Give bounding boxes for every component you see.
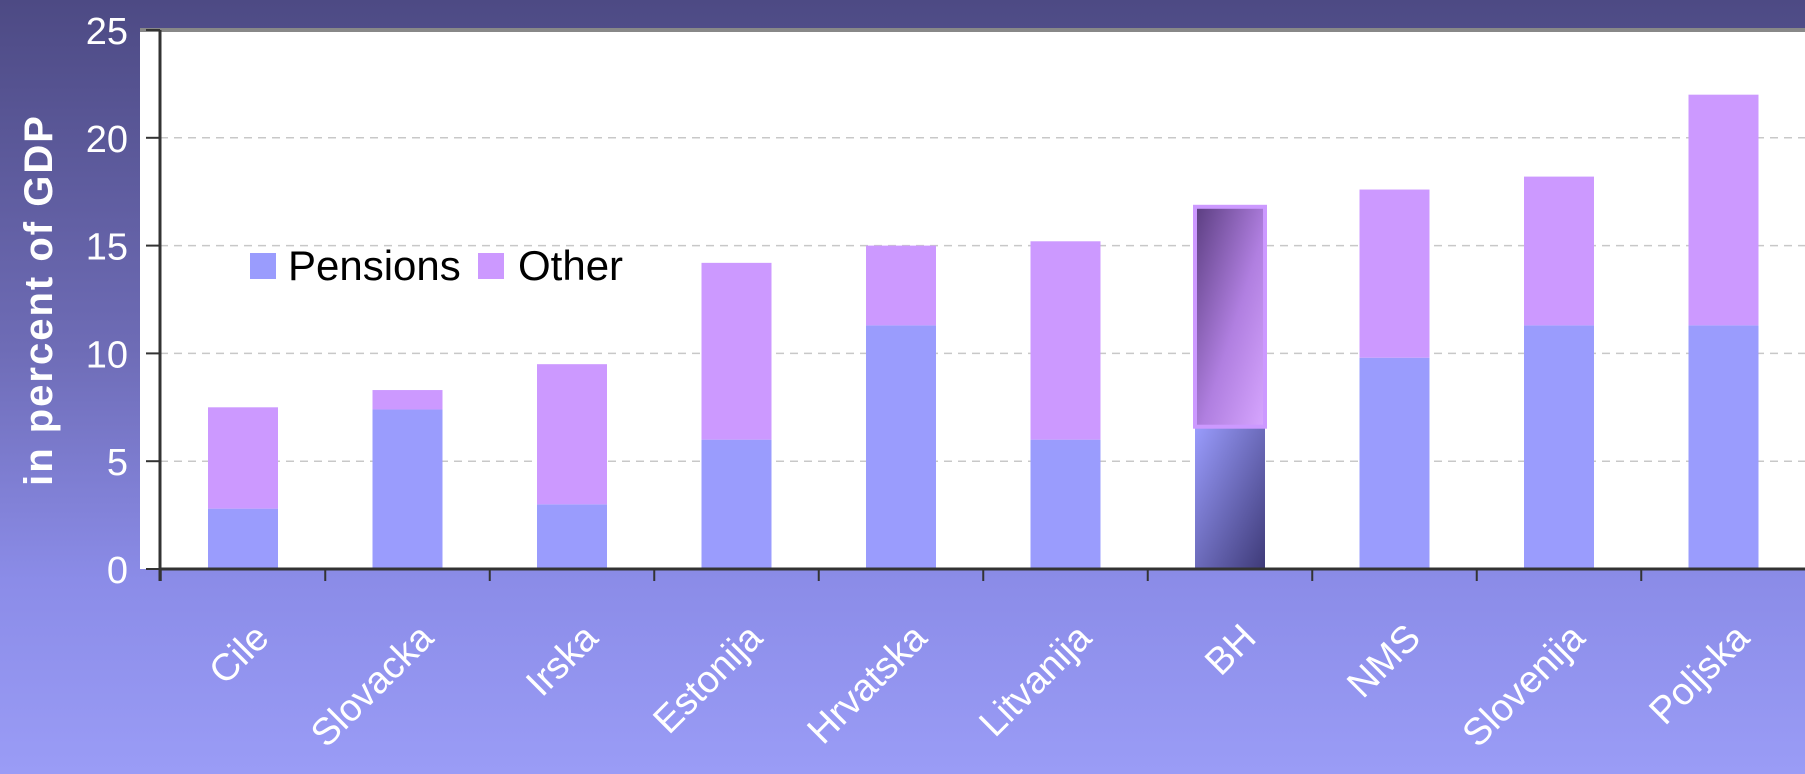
bar-pensions-slovacka	[372, 409, 443, 569]
y-tick-label: 5	[107, 442, 128, 484]
bar-other-irska	[537, 364, 607, 505]
bar-pensions-estonija	[701, 439, 772, 569]
y-axis-label: in percent of GDP	[17, 114, 61, 486]
x-tick-label-slovacka: Slovacka	[303, 616, 442, 755]
legend-label-pensions: Pensions	[288, 242, 461, 289]
bar-pensions-nms	[1359, 357, 1430, 569]
bars	[208, 94, 1759, 569]
y-tick-labels: 0 5 10 15 20 25	[86, 11, 128, 592]
x-tick-label-nms: NMS	[1339, 617, 1428, 706]
x-tick-label-poljska: Poljska	[1642, 616, 1759, 733]
bar-pensions-poljska	[1688, 325, 1759, 569]
plot-top-border	[140, 28, 1805, 32]
x-tick-label-cile: Cile	[201, 617, 277, 693]
legend: Pensions Other	[250, 242, 623, 289]
bar-pensions-hrvatska	[866, 325, 936, 569]
y-tick-label: 20	[86, 119, 128, 161]
x-tick-labels: Cile Slovacka Irska Estonija Hrvatska Litvani…	[201, 616, 1758, 755]
bar-other-hrvatska	[866, 245, 936, 326]
y-tick-label: 10	[86, 334, 128, 376]
y-tick-label: 25	[86, 11, 128, 53]
bar-pensions-litvanija	[1030, 439, 1101, 569]
bar-pensions-irska	[537, 504, 607, 569]
axes	[146, 29, 1805, 581]
x-tick-label-litvanija: Litvanija	[972, 616, 1101, 745]
x-tick-label-bh: BH	[1197, 617, 1264, 684]
x-tick-label-irska: Irska	[518, 616, 607, 705]
legend-swatch-pensions	[250, 253, 276, 279]
y-tick-label: 15	[86, 227, 128, 269]
bar-pensions-bh	[1195, 426, 1265, 569]
bar-pensions-slovenija	[1524, 325, 1594, 569]
legend-label-other: Other	[518, 242, 623, 289]
bar-other-poljska	[1688, 94, 1759, 326]
x-tick-label-estonija: Estonija	[646, 616, 772, 742]
bar-other-slovenija	[1524, 176, 1594, 326]
y-tick-label: 0	[107, 550, 128, 592]
bar-other-slovacka	[372, 390, 443, 410]
x-tick-label-slovenija: Slovenija	[1455, 616, 1594, 755]
bar-other-litvanija	[1030, 241, 1101, 440]
bar-other-bh	[1193, 204, 1267, 429]
bar-other-estonija	[701, 262, 772, 440]
bar-other-nms	[1359, 189, 1430, 358]
bar-pensions-cile	[208, 508, 278, 569]
legend-swatch-other	[478, 253, 504, 279]
bar-other-cile	[208, 407, 278, 509]
x-tick-label-hrvatska: Hrvatska	[800, 616, 936, 752]
